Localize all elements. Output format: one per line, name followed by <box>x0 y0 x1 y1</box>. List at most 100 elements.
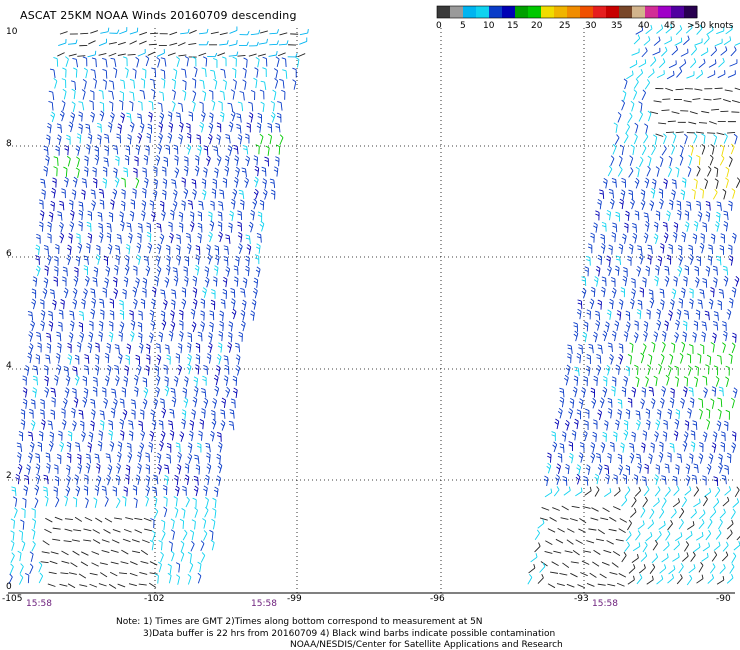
wind-barb <box>136 113 142 116</box>
wind-barb <box>160 289 165 292</box>
wind-barb <box>601 221 606 225</box>
wind-barb <box>149 78 154 81</box>
wind-barb <box>575 491 583 497</box>
wind-barb <box>641 92 647 101</box>
wind-barb <box>574 330 579 334</box>
wind-barb <box>107 268 111 277</box>
wind-barb <box>176 237 181 240</box>
wind-barb <box>692 551 696 556</box>
wind-barb <box>245 177 249 181</box>
wind-barb <box>207 477 210 486</box>
wind-barb <box>639 574 643 578</box>
wind-barb <box>162 181 167 185</box>
wind-barb <box>541 573 544 578</box>
wind-barb <box>197 334 202 337</box>
wind-barb <box>711 445 716 449</box>
wind-barb <box>735 278 740 287</box>
wind-barb <box>611 333 616 337</box>
wind-barb <box>629 155 633 159</box>
wind-barb <box>111 443 115 452</box>
wind-barb <box>661 50 668 57</box>
wind-barb <box>567 367 571 376</box>
wind-barb <box>217 221 222 224</box>
wind-barb <box>667 120 676 123</box>
wind-barb <box>660 159 664 167</box>
wind-barb <box>28 452 33 456</box>
wind-barb <box>713 235 716 244</box>
wind-barb <box>716 258 721 261</box>
wind-barb <box>60 224 64 233</box>
wind-barb <box>82 399 86 404</box>
wind-barb <box>81 411 84 420</box>
wind-barb <box>567 528 575 533</box>
wind-barb <box>128 246 131 255</box>
wind-barb <box>728 300 733 304</box>
wind-barb <box>123 409 128 413</box>
wind-barb <box>214 400 217 409</box>
wind-barb <box>241 320 246 324</box>
wind-barb <box>669 446 674 449</box>
wind-barb <box>142 287 147 290</box>
wind-barb <box>20 563 24 567</box>
wind-barb <box>192 497 197 501</box>
wind-barb <box>607 397 612 401</box>
wind-barb <box>58 355 61 364</box>
wind-barb <box>641 398 645 402</box>
wind-barb <box>43 245 48 248</box>
wind-barb <box>157 243 162 247</box>
wind-barb <box>200 121 204 126</box>
wind-barb <box>161 169 167 172</box>
wind-barb <box>148 100 153 103</box>
wind-barb <box>731 100 740 104</box>
wind-barb <box>240 199 245 203</box>
wind-barb <box>228 235 231 244</box>
wind-barb <box>719 567 726 574</box>
wind-barb <box>736 486 740 491</box>
wind-barb <box>150 335 154 343</box>
wind-barb <box>128 583 137 587</box>
wind-barb <box>253 198 258 203</box>
wind-barb <box>53 276 58 279</box>
wind-barb <box>257 59 260 68</box>
wind-barb <box>220 344 223 353</box>
wind-barb <box>156 386 160 390</box>
wind-barb <box>55 499 60 508</box>
wind-barb <box>624 278 628 287</box>
wind-barb <box>699 292 704 295</box>
wind-barb <box>642 545 648 553</box>
wind-barb <box>115 179 120 188</box>
wind-barb <box>211 99 216 104</box>
wind-barb <box>116 146 119 155</box>
wind-barb <box>176 268 178 277</box>
wind-barb <box>205 169 208 178</box>
wind-barb <box>162 530 166 534</box>
wind-barb <box>709 453 714 457</box>
wind-barb <box>719 512 726 519</box>
wind-barb <box>44 265 49 268</box>
wind-barb <box>55 145 60 149</box>
time-label-middle: 15:58 <box>251 599 277 609</box>
wind-barb <box>653 444 655 453</box>
wind-barb <box>642 520 645 525</box>
wind-barb <box>50 409 55 412</box>
wind-barb <box>145 279 148 288</box>
wind-barb <box>90 311 95 315</box>
wind-barb <box>163 484 168 488</box>
wind-barb <box>628 192 633 195</box>
wind-barb <box>149 312 154 316</box>
wind-barb <box>174 389 176 398</box>
wind-barb <box>202 90 206 94</box>
wind-barb <box>164 474 169 478</box>
wind-barb <box>151 88 156 92</box>
wind-barb <box>158 143 162 147</box>
wind-barb <box>132 213 135 222</box>
wind-barb <box>666 213 670 217</box>
wind-barb <box>621 236 626 240</box>
wind-barb <box>47 122 52 126</box>
wind-barb <box>204 279 209 284</box>
wind-barb <box>201 181 206 185</box>
wind-barb <box>21 508 26 511</box>
map-title: ASCAT 25KM NOAA Winds 20160709 descendin… <box>20 9 297 22</box>
wind-barb <box>100 234 104 243</box>
